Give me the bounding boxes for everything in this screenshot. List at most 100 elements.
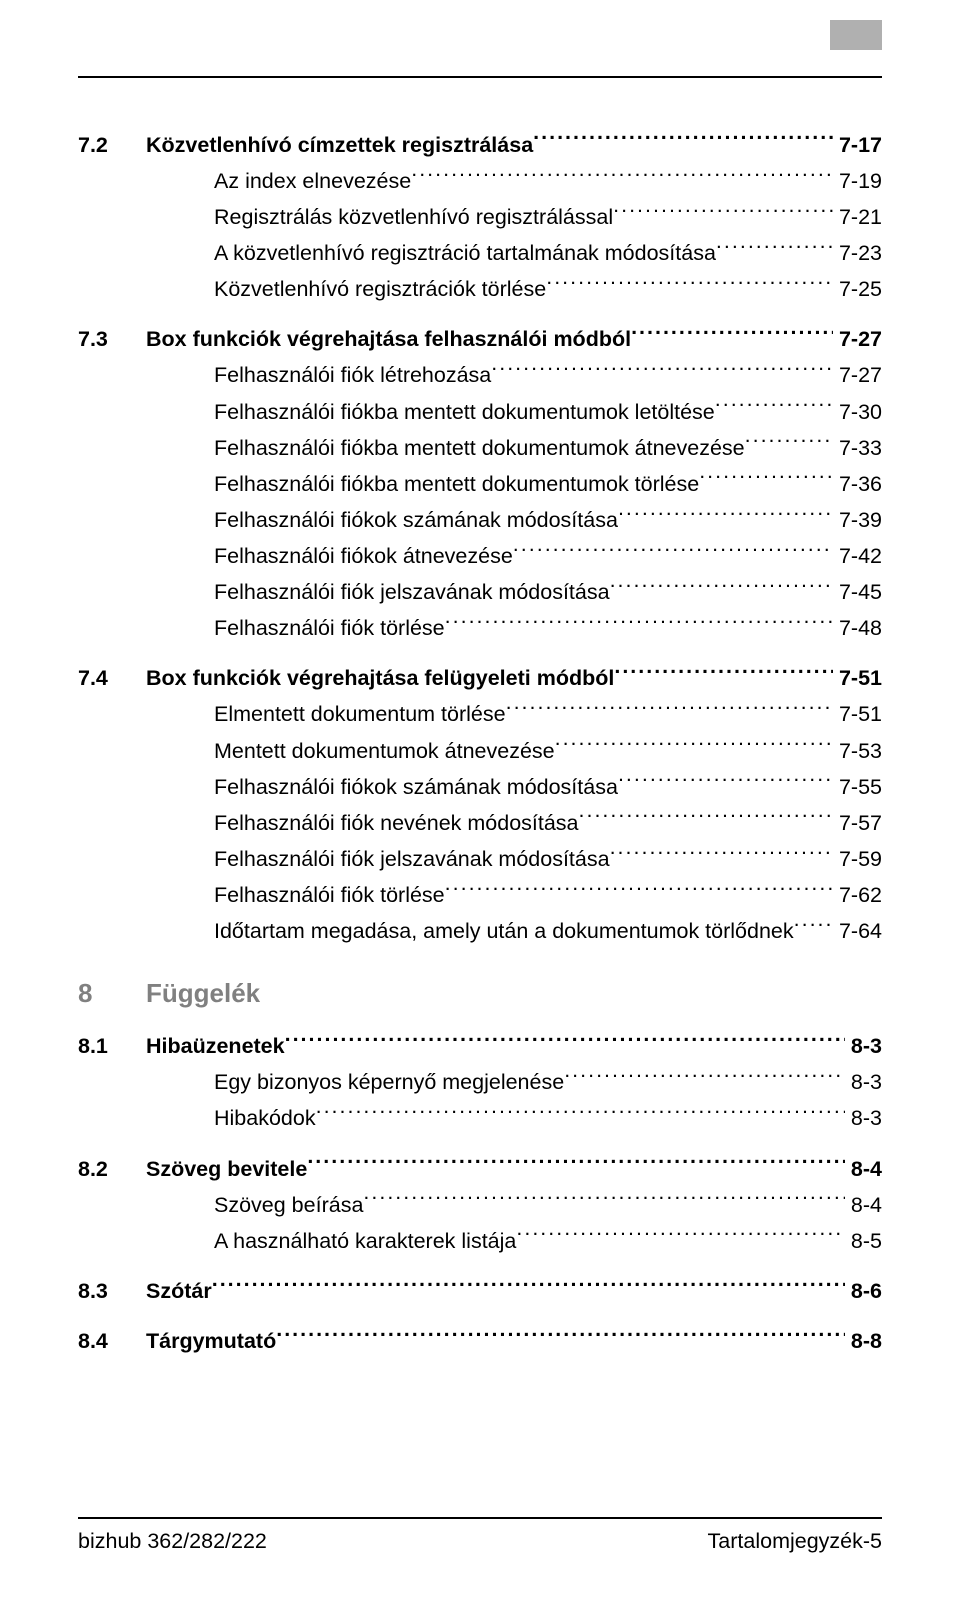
page-number: 7-51 (833, 698, 882, 731)
leader-dots (715, 393, 833, 419)
page-number: 7-36 (833, 468, 882, 501)
toc-item: Felhasználói fiók törlése 7-48 (78, 609, 882, 645)
leader-dots (363, 1186, 845, 1212)
leader-dots (276, 1322, 845, 1348)
leader-dots (618, 768, 833, 794)
leader-dots (699, 465, 833, 491)
section-title: Szöveg bevitele (146, 1153, 307, 1186)
toc-item: Felhasználói fiók létrehozása7-27 (78, 357, 882, 393)
toc-content: 7.2 Közvetlenhívó címzettek regisztrálás… (78, 126, 882, 1358)
toc-section-7-3: 7.3 Box funkciók végrehajtása felhasznál… (78, 321, 882, 357)
leader-dots (564, 1064, 845, 1090)
toc-item: Elmentett dokumentum törlése 7-51 (78, 696, 882, 732)
section-title: Hibaüzenetek (146, 1030, 285, 1063)
top-rule (78, 76, 882, 78)
toc-section-7-4: 7.4 Box funkciók végrehajtása felügyelet… (78, 660, 882, 696)
leader-dots (618, 501, 833, 527)
page-number: 7-27 (833, 359, 882, 392)
page-number: 7-19 (833, 165, 882, 198)
item-label: Felhasználói fiók jelszavának módosítása (214, 843, 610, 876)
page-number: 7-48 (833, 612, 882, 645)
leader-dots (794, 912, 833, 938)
page-number: 7-42 (833, 540, 882, 573)
section-title: Szótár (146, 1275, 212, 1308)
section-number: 8.1 (78, 1030, 146, 1063)
item-label: Hibakódok (214, 1102, 316, 1135)
toc-item: Felhasználói fiók jelszavának módosítása… (78, 573, 882, 609)
toc-item: A használható karakterek listája 8-5 (78, 1222, 882, 1258)
page-number: 7-33 (833, 432, 882, 465)
page-number: 7-27 (833, 323, 882, 356)
toc-item: Felhasználói fiókok számának módosítása7… (78, 501, 882, 537)
toc-item: Felhasználói fiókok átnevezése7-42 (78, 537, 882, 573)
leader-dots (745, 429, 833, 455)
footer-right: Tartalomjegyzék-5 (708, 1529, 882, 1554)
leader-dots (411, 162, 833, 188)
item-label: Felhasználói fiók törlése (214, 612, 445, 645)
page-number: 8-4 (845, 1153, 882, 1186)
leader-dots (533, 126, 833, 152)
page-number: 7-53 (833, 735, 882, 768)
item-label: A használható karakterek listája (214, 1225, 516, 1258)
toc-item: Mentett dokumentumok átnevezése 7-53 (78, 732, 882, 768)
chapter-8: 8 Függelék (78, 978, 882, 1009)
leader-dots (445, 609, 833, 635)
page-number: 7-23 (833, 237, 882, 270)
leader-dots (212, 1272, 845, 1298)
page: 7.2 Közvetlenhívó címzettek regisztrálás… (0, 0, 960, 1598)
section-number: 8.3 (78, 1275, 146, 1308)
toc-item: Közvetlenhívó regisztrációk törlése 7-25 (78, 270, 882, 306)
chapter-title: Függelék (146, 978, 260, 1009)
leader-dots (513, 537, 833, 563)
item-label: A közvetlenhívó regisztráció tartalmának… (214, 237, 716, 270)
item-label: Felhasználói fiókba mentett dokumentumok… (214, 432, 745, 465)
page-number: 8-3 (845, 1102, 882, 1135)
toc-section-7-2: 7.2 Közvetlenhívó címzettek regisztrálás… (78, 126, 882, 162)
toc-item: Felhasználói fiók törlése 7-62 (78, 876, 882, 912)
page-number: 8-6 (845, 1275, 882, 1308)
item-label: Elmentett dokumentum törlése (214, 698, 506, 731)
toc-item: Felhasználói fiókba mentett dokumentumok… (78, 393, 882, 429)
section-title: Tárgymutató (146, 1325, 276, 1358)
item-label: Felhasználói fiókok számának módosítása (214, 771, 618, 804)
toc-item: Időtartam megadása, amely után a dokumen… (78, 912, 882, 948)
page-number: 8-8 (845, 1325, 882, 1358)
toc-section-8-4: 8.4 Tárgymutató 8-8 (78, 1322, 882, 1358)
toc-item: Hibakódok 8-3 (78, 1100, 882, 1136)
item-label: Az index elnevezése (214, 165, 411, 198)
toc-item: Az index elnevezése 7-19 (78, 162, 882, 198)
page-number: 8-5 (845, 1225, 882, 1258)
leader-dots (316, 1100, 845, 1126)
section-number: 7.3 (78, 323, 146, 356)
page-number: 7-62 (833, 879, 882, 912)
page-number: 7-64 (833, 915, 882, 948)
section-number: 7.4 (78, 662, 146, 695)
toc-item: Felhasználói fiók jelszavának módosítása… (78, 840, 882, 876)
leader-dots (614, 660, 833, 686)
leader-dots (516, 1222, 845, 1248)
page-number: 7-57 (833, 807, 882, 840)
footer-left: bizhub 362/282/222 (78, 1529, 267, 1554)
item-label: Felhasználói fiók nevének módosítása (214, 807, 579, 840)
leader-dots (610, 573, 833, 599)
page-number: 7-17 (833, 129, 882, 162)
page-number: 7-55 (833, 771, 882, 804)
toc-section-8-1: 8.1 Hibaüzenetek 8-3 (78, 1027, 882, 1063)
item-label: Mentett dokumentumok átnevezése (214, 735, 555, 768)
section-number: 8.4 (78, 1325, 146, 1358)
section-number: 7.2 (78, 129, 146, 162)
item-label: Regisztrálás közvetlenhívó regisztráláss… (214, 201, 613, 234)
leader-dots (285, 1027, 845, 1053)
leader-dots (307, 1150, 845, 1176)
leader-dots (716, 234, 833, 260)
page-number: 7-21 (833, 201, 882, 234)
chapter-number: 8 (78, 978, 146, 1009)
toc-section-8-3: 8.3 Szótár 8-6 (78, 1272, 882, 1308)
page-number: 8-3 (845, 1030, 882, 1063)
toc-item: A közvetlenhívó regisztráció tartalmának… (78, 234, 882, 270)
leader-dots (555, 732, 833, 758)
leader-dots (579, 804, 833, 830)
toc-item: Szöveg beírása8-4 (78, 1186, 882, 1222)
item-label: Felhasználói fiók törlése (214, 879, 445, 912)
toc-item: Felhasználói fiók nevének módosítása 7-57 (78, 804, 882, 840)
